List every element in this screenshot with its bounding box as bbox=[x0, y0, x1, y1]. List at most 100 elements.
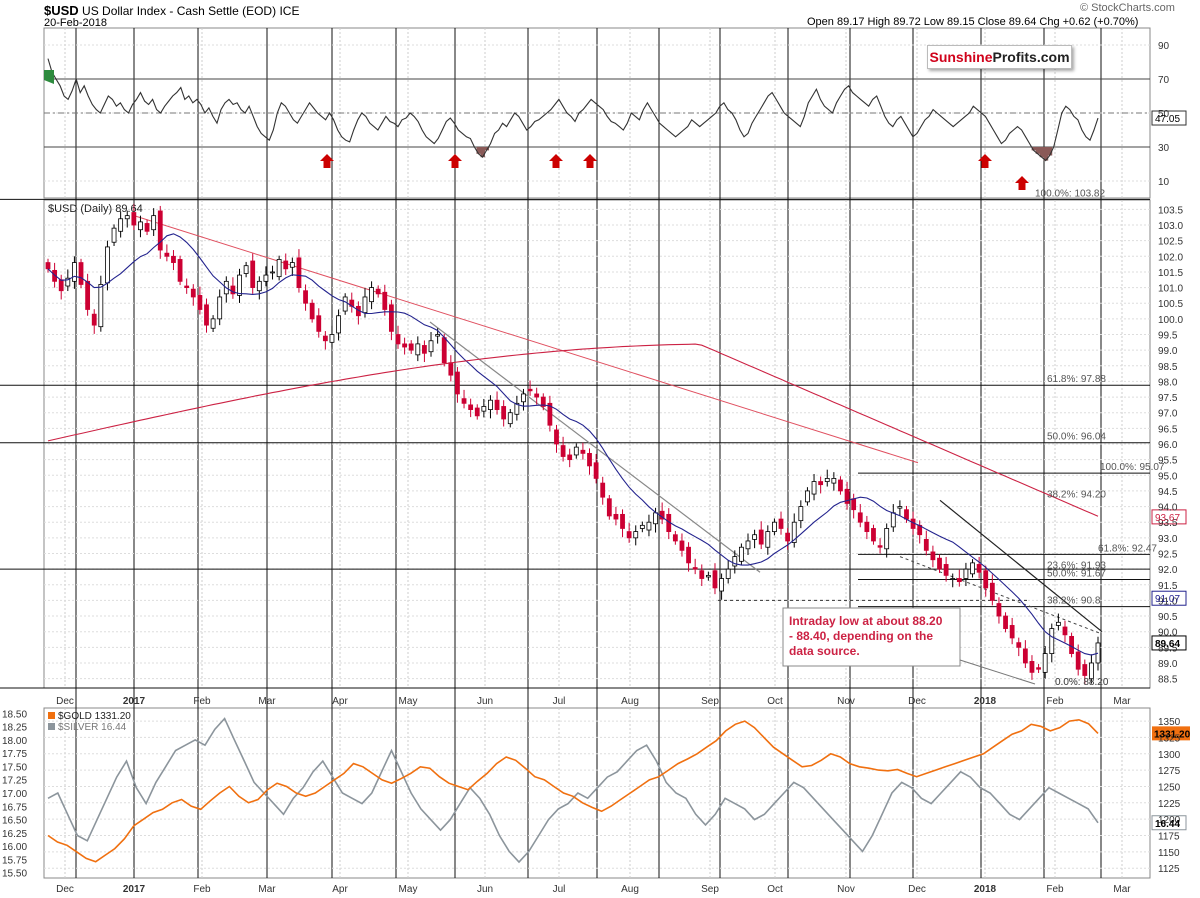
gold-tick-label: 1325 bbox=[1158, 733, 1181, 744]
candle-body bbox=[705, 574, 711, 578]
buy-signal-arrow-icon bbox=[583, 154, 597, 168]
x-tick-label-bottom: Sep bbox=[701, 884, 719, 895]
fib-level-label: 50.0%: 91.67 bbox=[1047, 568, 1106, 579]
silver-tick-label: 17.50 bbox=[2, 762, 27, 773]
candle-body bbox=[190, 288, 196, 298]
candle-body bbox=[1062, 626, 1068, 636]
fib-level-label: 61.8%: 97.88 bbox=[1047, 374, 1106, 385]
candle-body bbox=[1082, 664, 1088, 676]
candle-body bbox=[98, 284, 104, 328]
price-tick-label: 99.0 bbox=[1158, 346, 1178, 357]
x-tick-label-bottom: Nov bbox=[837, 884, 855, 895]
candle-body bbox=[884, 528, 890, 550]
candle-body bbox=[989, 582, 995, 601]
candle-body bbox=[600, 482, 606, 498]
candle-body bbox=[778, 518, 784, 529]
price-value-tag: 93.67 bbox=[1155, 513, 1180, 524]
candle-body bbox=[276, 259, 282, 278]
price-tick-label: 88.5 bbox=[1158, 675, 1178, 686]
candle-body bbox=[455, 371, 460, 395]
candle-body bbox=[851, 498, 857, 511]
rsi-oversold-fill bbox=[484, 147, 490, 151]
fib-level-label: 100.0%: 95.07 bbox=[1100, 462, 1165, 473]
candle-body bbox=[587, 452, 592, 467]
ticker-symbol: $USD bbox=[44, 3, 79, 18]
silver-tick-label: 16.50 bbox=[2, 816, 27, 827]
x-tick-label: 2018 bbox=[974, 696, 997, 707]
rsi-last-value: 47.05 bbox=[1155, 114, 1180, 125]
price-tick-label: 95.0 bbox=[1158, 471, 1178, 482]
candle-body bbox=[547, 402, 553, 426]
candle-body bbox=[719, 578, 724, 592]
rsi-line bbox=[47, 58, 1099, 162]
price-tick-label: 100.5 bbox=[1158, 299, 1183, 310]
candle-body bbox=[672, 534, 678, 542]
fib-level-label: 50.0%: 96.04 bbox=[1047, 432, 1106, 443]
gold-tick-label: 1350 bbox=[1158, 717, 1181, 728]
rsi-tick-label: 10 bbox=[1158, 177, 1170, 188]
candle-body bbox=[798, 506, 804, 522]
candle-body bbox=[388, 304, 394, 332]
candle-body bbox=[593, 462, 599, 479]
silver-tick-label: 17.75 bbox=[2, 749, 27, 760]
price-tick-label: 93.0 bbox=[1158, 534, 1178, 545]
silver-legend-swatch bbox=[48, 723, 55, 730]
candle-body bbox=[805, 490, 810, 503]
rsi-oversold-fill bbox=[1043, 147, 1049, 161]
fib-level-label: 0.0%: 88.20 bbox=[1055, 677, 1109, 688]
fib-level-label: 0.0%: 88.20 bbox=[1055, 677, 1109, 688]
price-tick-label: 101.0 bbox=[1158, 284, 1183, 295]
candle-body bbox=[613, 513, 619, 520]
candle-body bbox=[488, 399, 493, 410]
candle-body bbox=[712, 570, 718, 589]
candle-body bbox=[573, 446, 579, 456]
candle-body bbox=[514, 402, 520, 415]
price-tick-label: 90.5 bbox=[1158, 612, 1178, 623]
price-value-tag: 89.64 bbox=[1155, 639, 1180, 650]
price-tick-label: 92.5 bbox=[1158, 549, 1178, 560]
rsi-oversold-fill bbox=[476, 147, 481, 154]
price-tick-label: 97.5 bbox=[1158, 393, 1178, 404]
candle-body bbox=[639, 524, 645, 529]
silver-line bbox=[47, 717, 1099, 864]
x-tick-label-bottom: Dec bbox=[908, 884, 926, 895]
candle-body bbox=[1069, 635, 1074, 654]
x-tick-label-bottom: Jun bbox=[477, 884, 493, 895]
stockcharts-credit: © StockCharts.com bbox=[1080, 2, 1175, 14]
silver-tick-label: 17.25 bbox=[2, 776, 27, 787]
silver-tick-label: 16.25 bbox=[2, 829, 27, 840]
ma50-line bbox=[47, 233, 1099, 656]
candle-body bbox=[686, 546, 691, 564]
x-tick-label-bottom: 2017 bbox=[123, 884, 146, 895]
candle-body bbox=[283, 260, 289, 270]
x-tick-label: Mar bbox=[1113, 696, 1131, 707]
candle-body bbox=[930, 551, 936, 561]
candle-body bbox=[118, 218, 124, 232]
silver-tick-label: 18.00 bbox=[2, 736, 27, 747]
gold-tick-label: 1275 bbox=[1158, 766, 1181, 777]
buy-signal-arrow-icon bbox=[978, 154, 992, 168]
candle-body bbox=[1029, 661, 1035, 673]
candle-body bbox=[237, 274, 242, 296]
candle-body bbox=[857, 512, 863, 523]
candle-body bbox=[441, 337, 447, 364]
candle-body bbox=[316, 315, 322, 332]
x-tick-label-bottom: May bbox=[399, 884, 418, 895]
x-tick-label: Jun bbox=[477, 696, 493, 707]
candle-body bbox=[157, 210, 163, 251]
chart-date: 20-Feb-2018 bbox=[44, 17, 107, 29]
gold-tick-label: 1200 bbox=[1158, 815, 1181, 826]
candle-body bbox=[699, 570, 705, 579]
price-panel-title: $USD (Daily) 89.64 bbox=[48, 203, 143, 215]
candle-body bbox=[904, 509, 909, 520]
candle-body bbox=[45, 262, 51, 270]
rsi-oversold-fill bbox=[1039, 147, 1045, 158]
x-tick-label: Feb bbox=[1046, 696, 1064, 707]
price-tick-label: 89.0 bbox=[1158, 659, 1178, 670]
axis-labels-layer: Dec Dec 2017 2017 Feb Feb Mar Mar Apr Apr May May Ju… bbox=[2, 41, 1191, 895]
candle-body bbox=[752, 534, 758, 540]
candle-body bbox=[956, 578, 962, 583]
price-tick-label: 101.5 bbox=[1158, 268, 1183, 279]
candle-body bbox=[976, 564, 982, 573]
